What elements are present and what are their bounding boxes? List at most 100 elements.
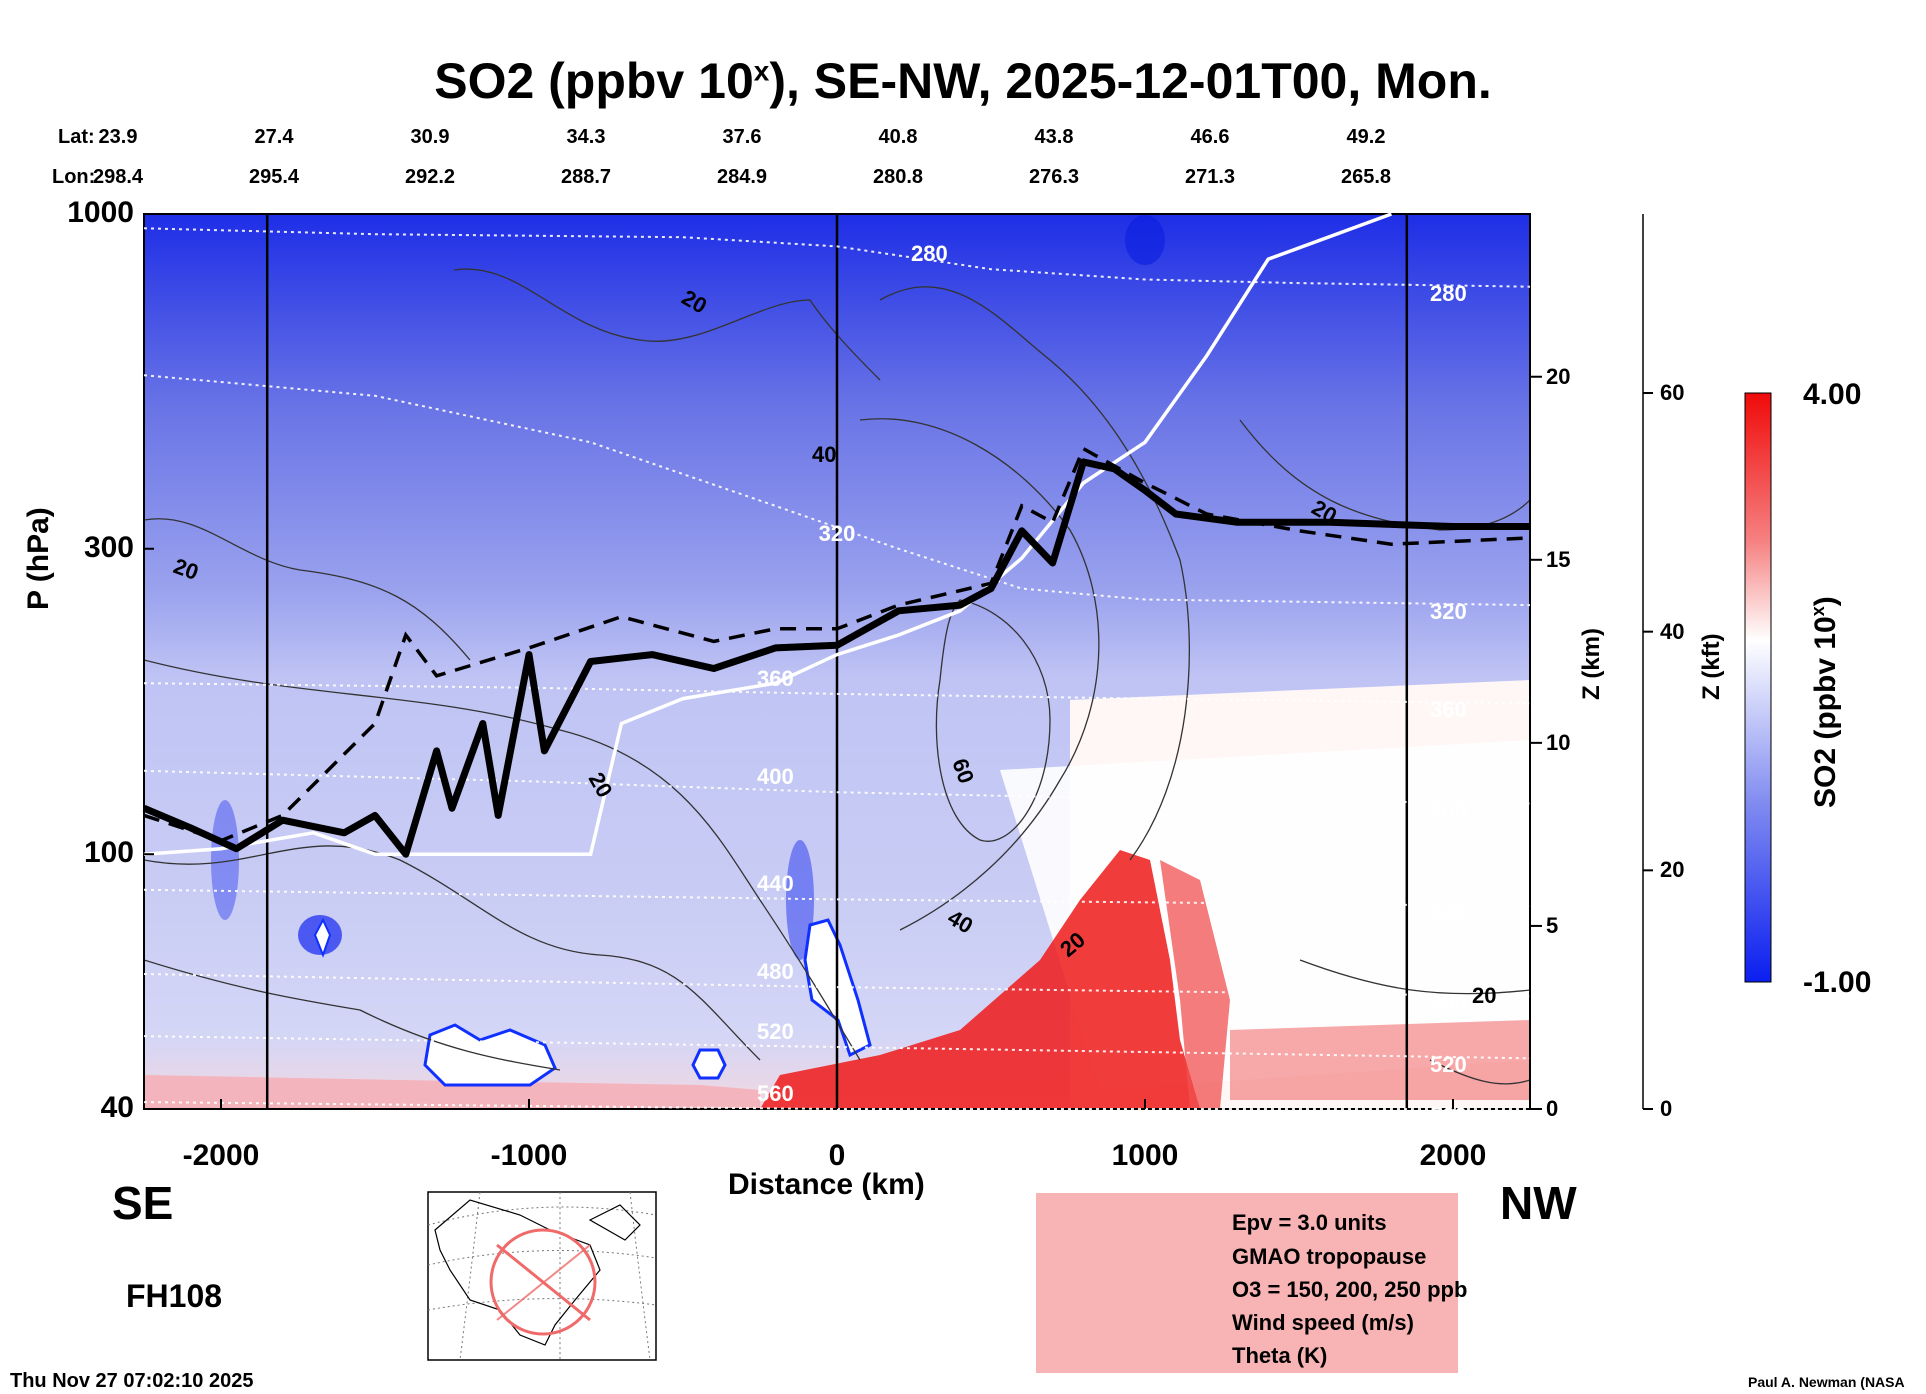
inset-map-circle	[489, 1228, 597, 1336]
colorbar-max-label: 4.00	[1803, 378, 1862, 411]
so2-red-plume	[760, 850, 1200, 1109]
lat-value: 37.6	[722, 126, 762, 148]
so2-masked-blob	[313, 917, 332, 958]
wind-label: 20	[1472, 983, 1496, 1008]
lon-value: 265.8	[1340, 166, 1392, 188]
theta-contour-label: 480	[1430, 990, 1467, 1016]
theta-contour-label: 360	[1430, 697, 1467, 723]
theta-contour-label: 400	[1430, 797, 1467, 823]
so2-red-streak	[1160, 860, 1230, 1109]
z-km-axis-label: Z (km)	[1578, 628, 1605, 700]
x-tick-label: -2000	[182, 1139, 260, 1172]
wind-speed-contours	[144, 268, 1530, 1085]
lat-value: 30.9	[410, 126, 450, 148]
z-kft-tick-label: 20	[1660, 857, 1685, 883]
theta-contour-label: 320	[818, 520, 856, 546]
lon-value: 284.9	[716, 166, 768, 188]
lon-value: 298.4	[92, 166, 144, 188]
theta-contour-label: 560	[1430, 1103, 1467, 1128]
lat-value: 27.4	[254, 126, 294, 148]
direction-nw: NW	[1500, 1177, 1577, 1229]
x-tick-label: 2000	[1419, 1139, 1487, 1172]
inset-map-transect	[496, 1244, 591, 1321]
colorbar-label: SO2 (ppbv 10x)	[1808, 596, 1842, 808]
z-km-tick-label: 0	[1546, 1096, 1559, 1121]
y-tick-label: 40	[100, 1091, 134, 1124]
legend	[1036, 1193, 1458, 1373]
lon-value: 292.2	[404, 166, 456, 188]
y-tick-label: 100	[83, 836, 134, 870]
so2-masked-blob	[691, 1048, 727, 1080]
legend-theta: Theta (K)	[1232, 1343, 1328, 1368]
legend-ozone: O3 = 150, 200, 250 ppb	[1232, 1277, 1468, 1302]
lat-value: 23.9	[98, 126, 138, 148]
inset-map	[427, 1191, 657, 1361]
z-kft-tick-label: 0	[1660, 1096, 1673, 1121]
wind-label: 40	[812, 442, 836, 467]
theta-contour-label: 520	[1430, 1052, 1467, 1078]
theta-contour-label: 280	[1430, 280, 1467, 306]
tropopause-line	[142, 458, 1530, 858]
z-kft-tick-label: 60	[1660, 380, 1685, 405]
theta-contour	[143, 227, 1531, 288]
so2-masked-blob	[423, 1023, 557, 1087]
theta-contour	[143, 682, 1531, 705]
so2-blue-patch	[1125, 215, 1165, 265]
x-axis-label: Distance (km)	[728, 1168, 925, 1201]
colorbar-min-label: -1.00	[1803, 966, 1872, 999]
so2-blue-patch	[786, 840, 814, 960]
lon-value: 280.8	[872, 166, 924, 188]
z-km-tick-label: 10	[1546, 729, 1571, 755]
epv-contour	[143, 446, 1531, 843]
lon-value: 276.3	[1028, 166, 1080, 188]
theta-contour-label: 400	[757, 764, 794, 790]
lon-value: 295.4	[248, 166, 300, 188]
theta-contour	[143, 374, 1531, 607]
theta-contour	[143, 888, 1531, 907]
theta-contour-label: 520	[757, 1018, 794, 1044]
forecast-hour: FH108	[126, 1278, 223, 1314]
lat-value: 34.3	[566, 126, 606, 148]
y-tick-label: 300	[83, 530, 134, 564]
theta-contour-label: 480	[757, 959, 794, 985]
x-tick-label: 1000	[1111, 1139, 1179, 1172]
theta-contour-label: 440	[1430, 900, 1467, 926]
theta-contour-label: 560	[757, 1081, 794, 1106]
ozone-contour	[143, 212, 1393, 856]
theta-contour-label: 360	[757, 665, 794, 691]
legend-tropopause: GMAO tropopause	[1232, 1244, 1427, 1269]
theta-contour-label: 440	[757, 871, 794, 897]
theta-contour-label: 320	[1430, 599, 1467, 625]
lat-value: 46.6	[1190, 126, 1230, 148]
timestamp: Thu Nov 27 07:02:10 2025	[10, 1370, 254, 1392]
colorbar	[1744, 392, 1772, 983]
z-km-tick-label: 5	[1546, 912, 1559, 938]
theta-contour	[143, 973, 1531, 998]
y-tick-label: 1000	[67, 196, 134, 229]
x-tick-label: -1000	[490, 1139, 568, 1172]
lon-label: Lon:	[52, 166, 96, 188]
lat-label: Lat:	[58, 126, 95, 148]
direction-se: SE	[112, 1177, 174, 1229]
z-km-tick-label: 20	[1546, 363, 1571, 389]
lat-value: 40.8	[878, 126, 918, 148]
legend-wind-speed: Wind speed (m/s)	[1232, 1310, 1414, 1335]
z-kft-axis-label: Z (kft)	[1698, 633, 1725, 700]
lon-value: 271.3	[1184, 166, 1236, 188]
theta-contour-label: 280	[911, 241, 948, 267]
lat-value: 43.8	[1034, 126, 1074, 148]
chart-title: SO2 (ppbv 10x), SE-NW, 2025-12-01T00, Mo…	[434, 53, 1492, 109]
z-kft-tick-label: 40	[1660, 618, 1685, 644]
lon-value: 288.7	[560, 166, 612, 188]
z-km-tick-label: 15	[1546, 546, 1571, 572]
x-tick-label: 0	[828, 1139, 846, 1172]
theta-contour	[143, 769, 1531, 805]
so2-pink-band	[1230, 1020, 1530, 1100]
credit: Paul A. Newman (NASA	[1748, 1374, 1905, 1390]
lat-value: 49.2	[1346, 126, 1386, 148]
so2-blue-patch	[211, 800, 239, 920]
theta-contour	[143, 1035, 1531, 1060]
legend-epv: Epv = 3.0 units	[1232, 1210, 1387, 1235]
so2-surface-band	[144, 1075, 760, 1109]
